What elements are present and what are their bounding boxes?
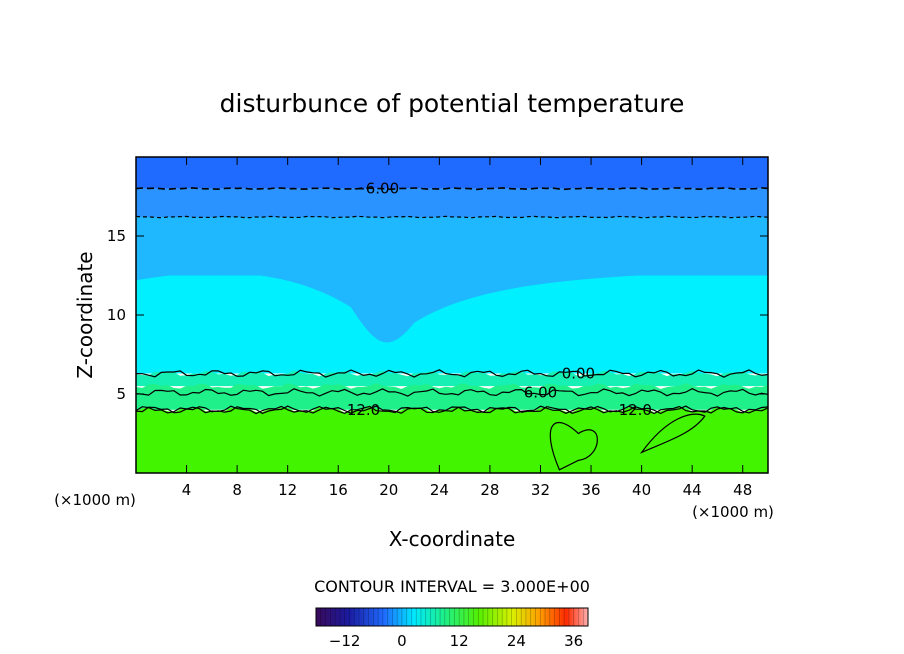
contour-line (136, 369, 768, 378)
x-tick-label: 32 (531, 481, 550, 499)
x-tick-label: 16 (329, 481, 348, 499)
y-axis-ticks: 5 10 15 (107, 227, 768, 403)
colorbar-tick-label: 12 (450, 632, 469, 650)
x-tick-label: 40 (632, 481, 651, 499)
region-fill (136, 406, 768, 473)
contour-label: 12.0 (619, 401, 652, 419)
chart-title: disturbunce of potential temperature (220, 89, 685, 118)
x-tick-label: 44 (683, 481, 702, 499)
contour-line (136, 187, 768, 191)
colorbar-tick-label: 0 (397, 632, 407, 650)
x-tick-label: 20 (379, 481, 398, 499)
contour-interval-text: CONTOUR INTERVAL = 3.000E+00 (314, 577, 590, 596)
contour-label: −6.00 (353, 180, 399, 198)
contour-lines (136, 187, 768, 471)
region-fill (136, 188, 768, 218)
region-fill (136, 383, 768, 410)
x-axis-label: X-coordinate (389, 527, 516, 551)
x-tick-label: 28 (480, 481, 499, 499)
x-tick-label: 12 (278, 481, 297, 499)
colorbar: −12 0 12 24 36 (315, 607, 589, 650)
x-tick-label: 48 (733, 481, 752, 499)
colorbar-frame (315, 607, 589, 627)
y-tick-label: 5 (116, 385, 126, 403)
x-tick-label: 36 (581, 481, 600, 499)
contour-line (136, 405, 768, 415)
colorbar-ticks: −12 0 12 24 36 (329, 632, 583, 650)
contour-labels: −6.00 0.00 6.00 12.0 12.0 (347, 180, 652, 419)
contour-line (136, 388, 768, 397)
y-tick-label: 10 (107, 306, 126, 324)
x-tick-label: 4 (182, 481, 192, 499)
contour-lobe (549, 422, 598, 471)
contour-label: 6.00 (524, 383, 557, 401)
colorbar-tick-label: −12 (329, 632, 361, 650)
colorbar-gradient (316, 608, 588, 626)
contour-label: 0.00 (562, 364, 595, 382)
region-fill (136, 275, 768, 374)
contour-fills (136, 157, 768, 473)
x-unit-left: (×1000 m) (54, 491, 136, 509)
colorbar-tick-label: 36 (564, 632, 583, 650)
y-tick-label: 15 (107, 227, 126, 245)
x-tick-label: 24 (430, 481, 449, 499)
colorbar-stripes (320, 608, 584, 626)
contour-lobe (639, 413, 706, 454)
y-axis-label: Z-coordinate (73, 251, 97, 378)
contour-line (136, 215, 768, 219)
contour-line (136, 405, 768, 415)
upper-blue-fill (136, 217, 768, 343)
x-axis-ticks: 4 8 12 16 20 24 28 32 36 40 44 48 (182, 157, 752, 499)
region-fill (136, 157, 768, 189)
contour-label: 12.0 (347, 401, 380, 419)
x-unit-right: (×1000 m) (692, 503, 774, 521)
colorbar-tick-label: 24 (507, 632, 526, 650)
x-tick-label: 8 (232, 481, 242, 499)
